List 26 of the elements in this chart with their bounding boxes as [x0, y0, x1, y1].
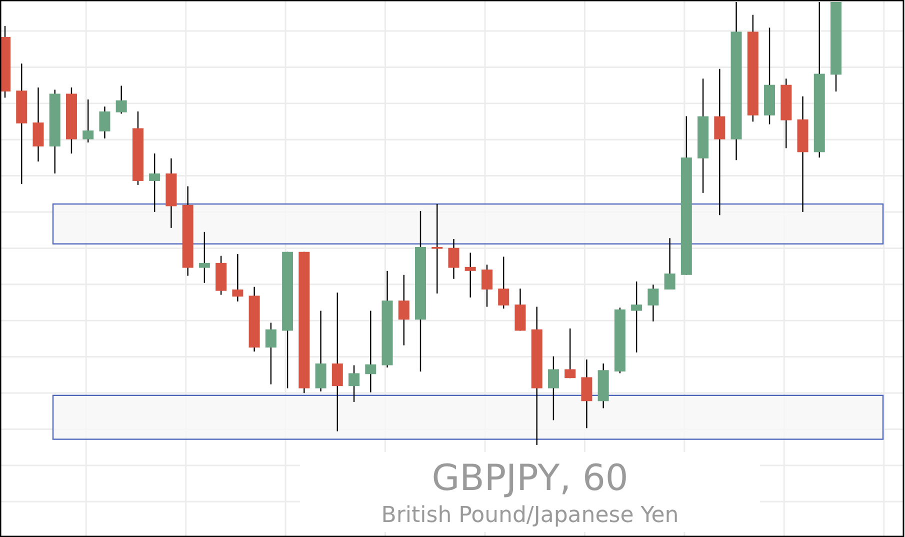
candlestick: [398, 274, 410, 346]
candlestick: [116, 85, 127, 114]
candlestick: [648, 284, 659, 322]
candlestick: [548, 356, 559, 421]
candlestick: [432, 203, 443, 294]
text: British Pound/Japanese Yen: [381, 503, 679, 528]
candlestick: [32, 86, 44, 162]
text: GBPJPY, 60: [432, 458, 628, 499]
candlestick: [365, 310, 376, 393]
candlestick: [149, 152, 160, 213]
candlestick: [664, 238, 676, 290]
candlestick: [332, 292, 343, 432]
candlestick: [198, 231, 210, 284]
candlestick: [99, 106, 110, 140]
candlestick: [232, 253, 244, 302]
candlestick: [464, 252, 476, 298]
candlestick: [481, 264, 492, 308]
candlestick: [581, 358, 592, 429]
candlestick: [631, 280, 642, 354]
candlestick: [348, 364, 360, 403]
candlestick: [448, 238, 460, 280]
candlestick: [82, 98, 94, 144]
candlestick: [498, 256, 510, 310]
candlestick: [714, 68, 726, 216]
candlestick: [265, 322, 276, 385]
candlestick: [564, 328, 576, 379]
